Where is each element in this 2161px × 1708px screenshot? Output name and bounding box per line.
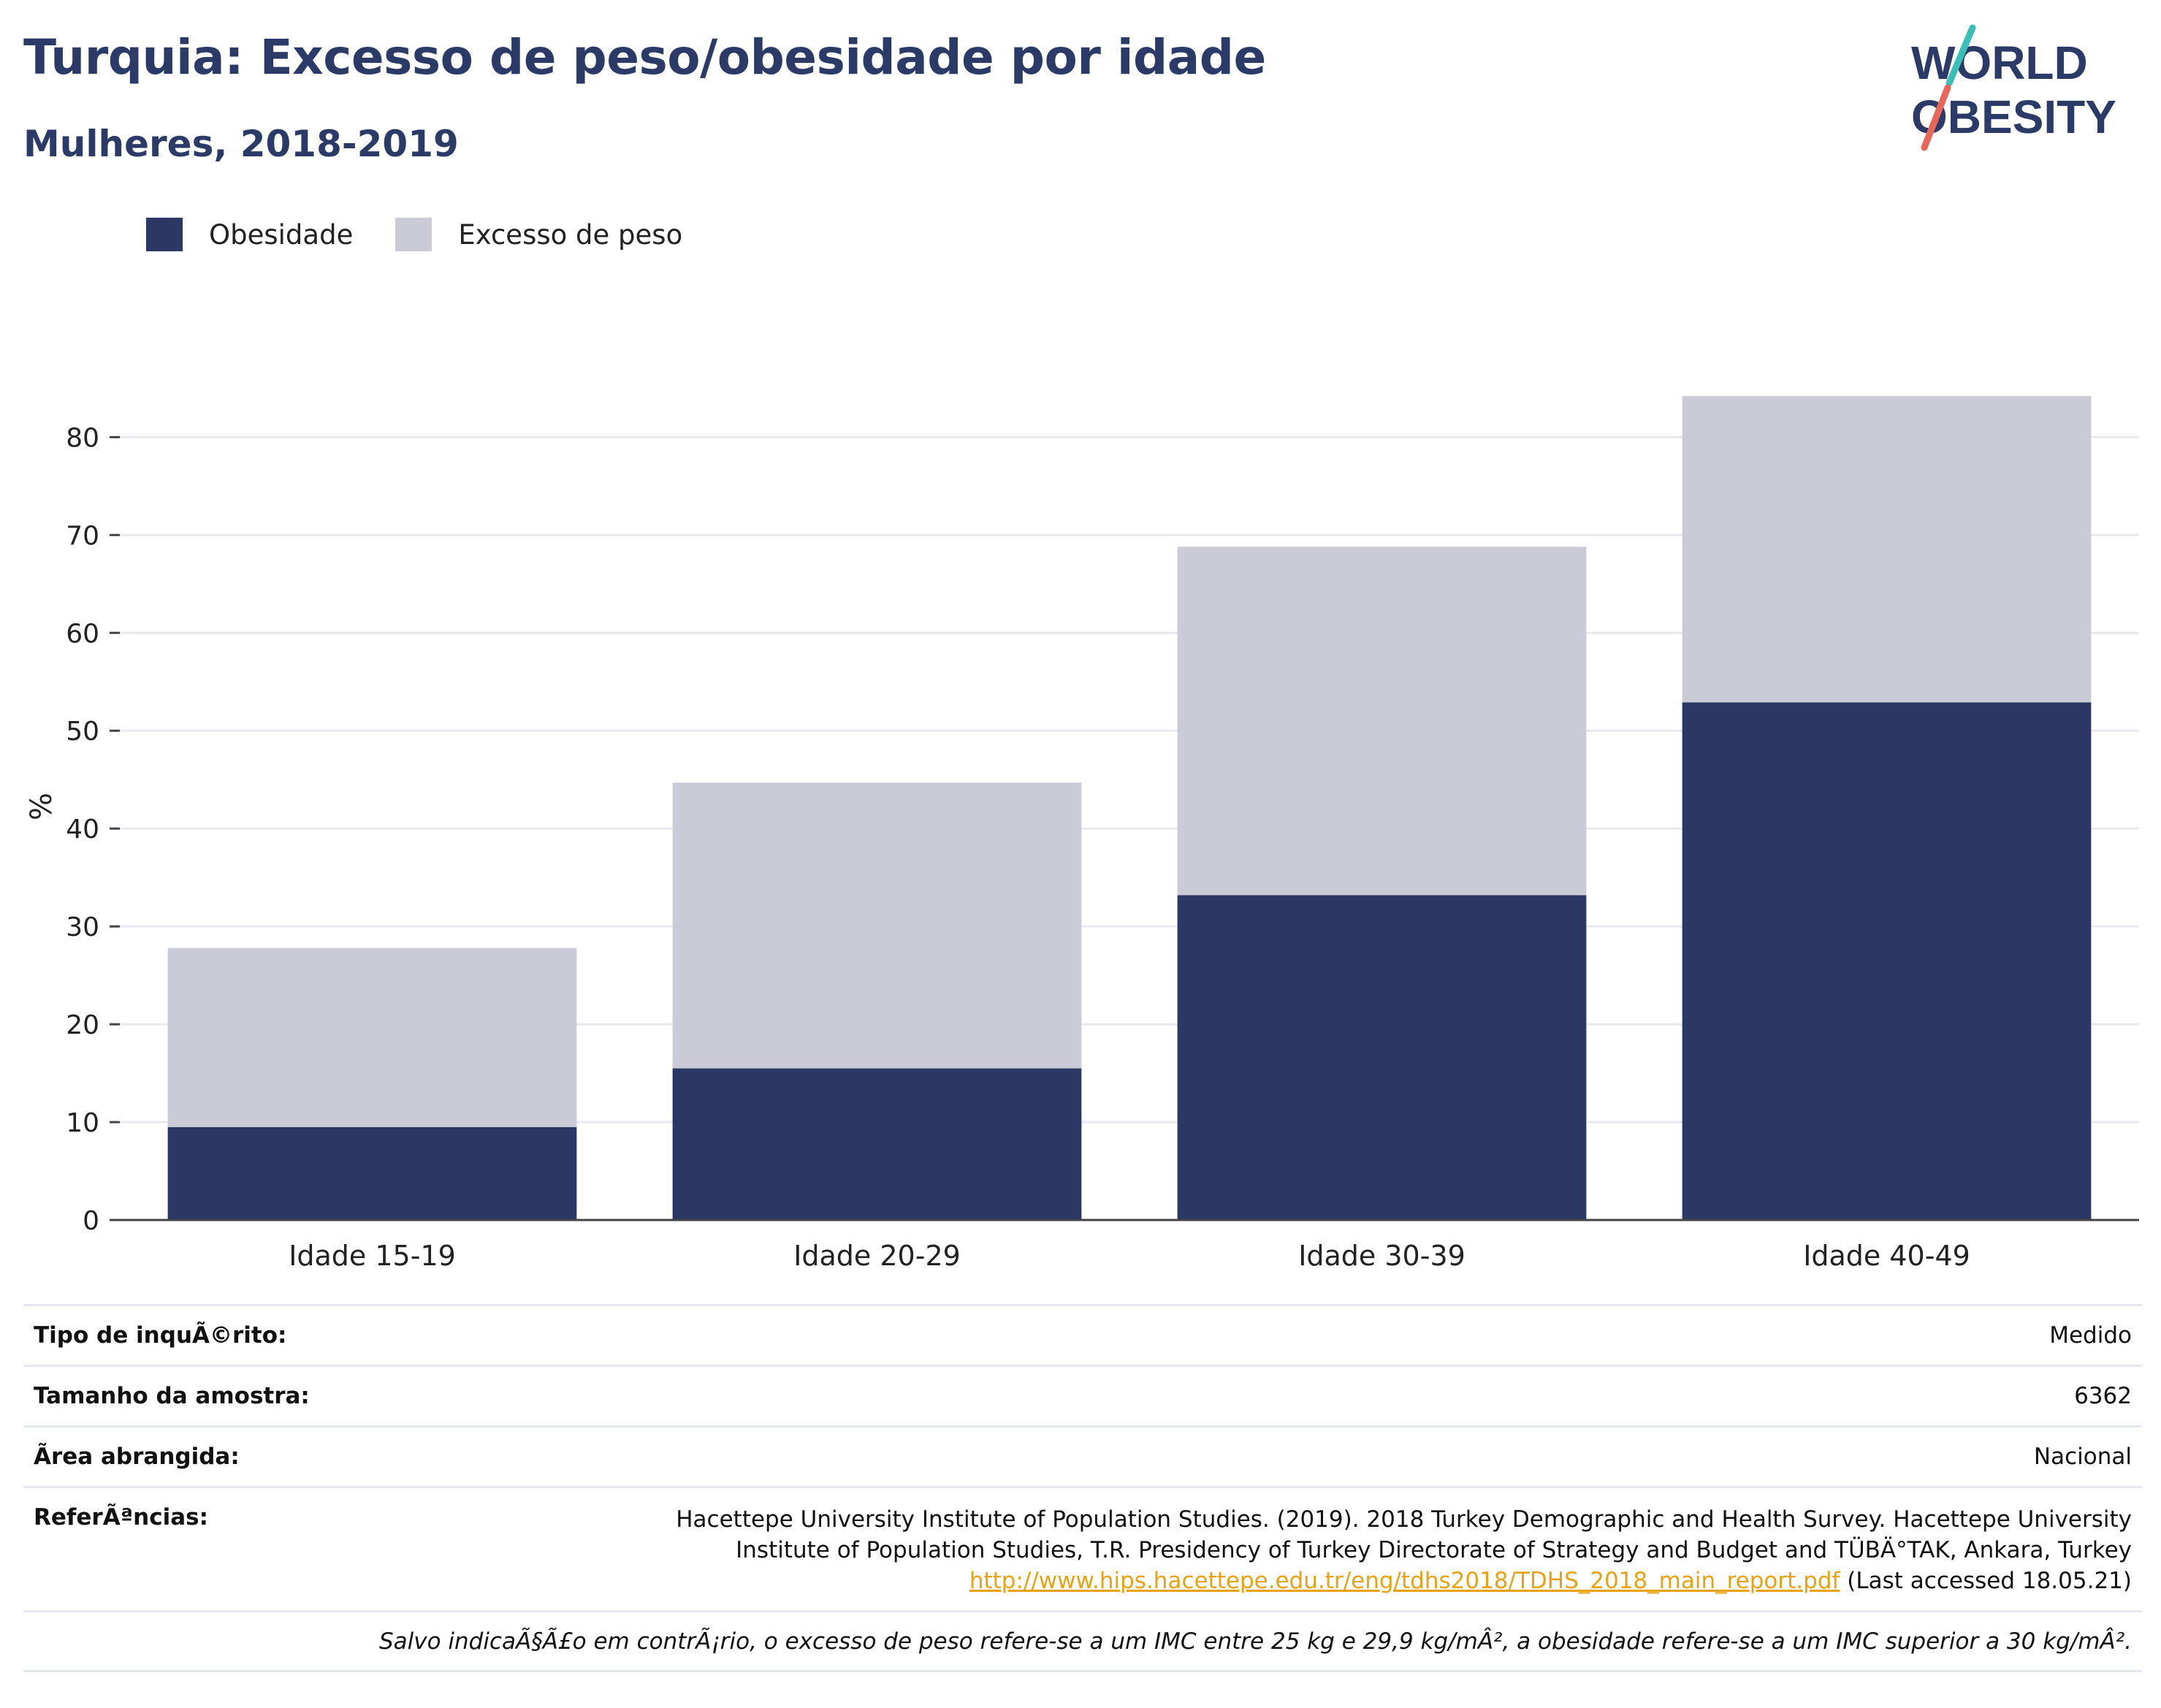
bar-excesso-de-peso-2 xyxy=(672,782,1082,1069)
logo-slash-coral xyxy=(1921,84,1951,151)
bar-obesidade-1 xyxy=(167,1126,577,1220)
info-row-references: ReferÃªncias: Hacettepe University Insti… xyxy=(23,1486,2142,1610)
survey-type-value: Medido xyxy=(2049,1322,2132,1349)
bar-excesso-de-peso-3 xyxy=(1177,546,1587,896)
references-line-3: http://www.hips.hacettepe.edu.tr/eng/tdh… xyxy=(676,1566,2132,1596)
definition-note: Salvo indicaÃ§Ã£o em contrÃ¡rio, o exces… xyxy=(378,1628,2132,1655)
references-line-1: Hacettepe University Institute of Popula… xyxy=(676,1506,2132,1533)
x-tick-label-1: Idade 15-19 xyxy=(289,1240,456,1272)
logo-line-1: WORLD xyxy=(1911,37,2088,89)
y-tick-label-80: 80 xyxy=(66,423,99,453)
legend-item-obesidade[interactable]: Obesidade xyxy=(146,218,353,251)
legend-swatch-excesso-de-peso xyxy=(395,218,432,251)
x-tick-label-2: Idade 20-29 xyxy=(793,1240,961,1272)
legend-label-excesso-de-peso: Excesso de peso xyxy=(458,218,683,251)
references-label: ReferÃªncias: xyxy=(34,1504,209,1530)
info-row-area: Ãrea abrangida: Nacional xyxy=(23,1425,2142,1486)
info-row-sample-size: Tamanho da amostra: 6362 xyxy=(23,1365,2142,1425)
legend-label-obesidade: Obesidade xyxy=(209,218,354,251)
chart-title: Turquia: Excesso de peso/obesidade por i… xyxy=(23,29,1266,85)
y-tick-label-60: 60 xyxy=(66,619,99,649)
sample-size-label: Tamanho da amostra: xyxy=(34,1383,310,1409)
y-tick-label-10: 10 xyxy=(66,1108,99,1138)
info-row-survey-type: Tipo de inquÃ©rito: Medido xyxy=(23,1304,2142,1365)
references-text: Hacettepe University Institute of Popula… xyxy=(676,1504,2132,1596)
logo-slash-teal xyxy=(1945,24,1976,87)
legend-item-excesso-de-peso[interactable]: Excesso de peso xyxy=(395,218,682,251)
info-row-note: Salvo indicaÃ§Ã£o em contrÃ¡rio, o exces… xyxy=(23,1610,2142,1672)
references-line-2: Institute of Population Studies, T.R. Pr… xyxy=(736,1537,2132,1563)
chart-subtitle: Mulheres, 2018-2019 xyxy=(23,123,459,165)
y-tick-label-50: 50 xyxy=(66,717,99,747)
bar-excesso-de-peso-1 xyxy=(167,948,577,1127)
chart-legend: Obesidade Excesso de peso xyxy=(146,218,725,251)
x-tick-label-3: Idade 30-39 xyxy=(1298,1240,1466,1272)
area-value: Nacional xyxy=(2033,1444,2132,1470)
bar-obesidade-4 xyxy=(1682,702,2092,1220)
survey-type-label: Tipo de inquÃ©rito: xyxy=(34,1322,287,1349)
y-tick-label-0: 0 xyxy=(83,1206,99,1236)
world-obesity-logo: WORLD OBESITY xyxy=(1911,24,2116,151)
y-tick-label-30: 30 xyxy=(66,912,99,942)
references-accessed: (Last accessed 18.05.21) xyxy=(1840,1568,2132,1594)
bar-excesso-de-peso-4 xyxy=(1682,396,2092,703)
legend-swatch-obesidade xyxy=(146,218,183,251)
area-label: Ãrea abrangida: xyxy=(34,1444,240,1470)
y-axis-label: % xyxy=(25,793,58,820)
y-tick-label-40: 40 xyxy=(66,815,99,845)
survey-info-table: Tipo de inquÃ©rito: Medido Tamanho da am… xyxy=(23,1304,2142,1672)
references-link[interactable]: http://www.hips.hacettepe.edu.tr/eng/tdh… xyxy=(969,1568,1840,1594)
bar-chart: 0 10 20 30 40 50 60 70 80% Idade 15-19 Idade 20-29… xyxy=(25,396,2139,1272)
y-tick-label-70: 70 xyxy=(66,521,99,551)
y-tick-label-20: 20 xyxy=(66,1010,99,1040)
bar-obesidade-3 xyxy=(1177,895,1587,1220)
bar-obesidade-2 xyxy=(672,1068,1082,1220)
x-tick-label-4: Idade 40-49 xyxy=(1803,1240,1970,1272)
sample-size-value: 6362 xyxy=(2074,1383,2132,1409)
